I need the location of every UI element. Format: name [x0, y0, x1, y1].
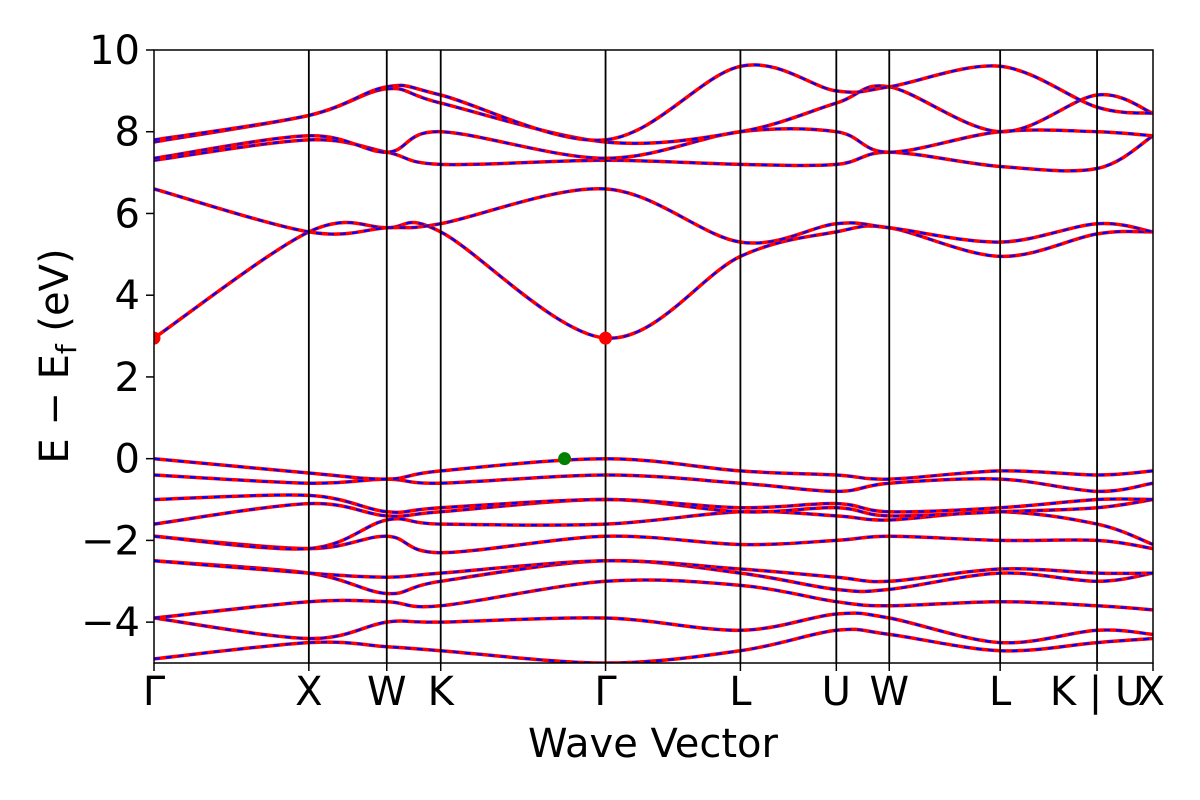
cbm-marker-0: [154, 331, 161, 345]
x-tick-label-7: W: [869, 669, 909, 715]
x-tick-label-8: L: [989, 669, 1012, 715]
band-line-16-blue: [154, 63, 1153, 142]
band-line-12-blue: [154, 187, 1153, 245]
cbm-marker-1: [599, 331, 613, 345]
x-tick-label-5: L: [729, 669, 752, 715]
y-tick-label-6: 8: [115, 110, 140, 156]
band-line-11-blue: [154, 221, 1153, 340]
plot-frame: [153, 49, 1154, 664]
x-tick-label-6: U: [822, 669, 851, 715]
y-axis-ticks: −4 −2 0 2 4 6 8 10: [81, 28, 154, 646]
vbm-marker: [558, 452, 572, 466]
y-tick-label-1: −2: [81, 518, 140, 564]
band-line-10-blue: [154, 457, 1153, 481]
bands-layer: [154, 63, 1153, 663]
x-tick-label-3: K: [428, 669, 456, 715]
y-axis-title-unit: (eV): [32, 248, 78, 344]
x-tick-label-4: Γ: [594, 669, 617, 715]
x-tick-label-1: X: [295, 669, 322, 715]
x-tick-label-10: X: [1138, 669, 1165, 715]
band-line-3-blue: [154, 559, 1153, 595]
band-edge-markers: [154, 331, 613, 466]
band-line-5-blue: [154, 535, 1153, 554]
y-tick-label-7: 10: [89, 28, 140, 74]
y-axis-title: E − Ef (eV): [32, 248, 83, 463]
y-tick-label-4: 4: [115, 273, 140, 319]
x-axis-title: Wave Vector: [528, 721, 779, 767]
band-line-7-blue: [154, 498, 1153, 526]
band-line-9-blue: [154, 473, 1153, 493]
x-tick-label-2: W: [367, 669, 407, 715]
band-line-1-red: [154, 611, 1153, 645]
y-axis-title-main: E − E: [32, 354, 78, 464]
band-line-8-blue: [154, 493, 1153, 514]
y-tick-label-5: 6: [115, 191, 140, 237]
y-tick-label-3: 2: [115, 355, 140, 401]
x-tick-label-0: Γ: [143, 669, 166, 715]
band-line-0-red: [154, 627, 1153, 663]
band-line-13-blue: [154, 134, 1153, 172]
band-line-2-blue: [154, 578, 1153, 620]
band-line-4-blue: [154, 559, 1153, 583]
x-tick-label-9: K | U: [1050, 669, 1144, 715]
y-tick-label-0: −4: [81, 600, 140, 646]
kpoint-divider-lines: [307, 50, 1098, 663]
y-tick-label-2: 0: [115, 437, 140, 483]
y-axis-title-subscript: f: [50, 343, 83, 354]
